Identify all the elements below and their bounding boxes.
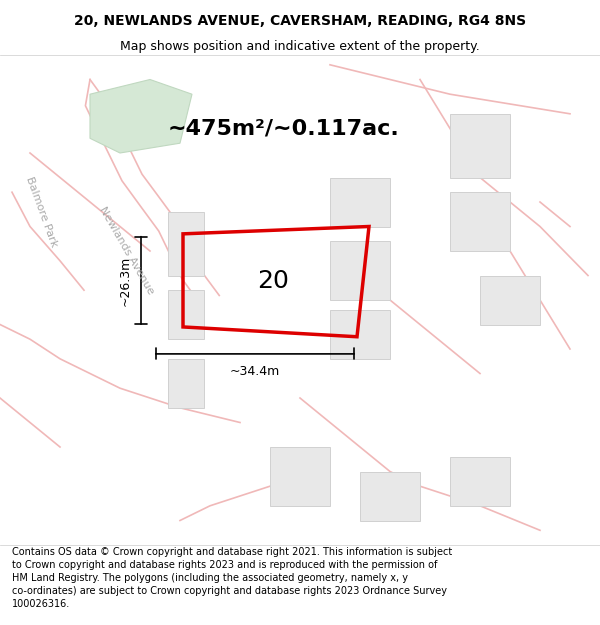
Text: ~34.4m: ~34.4m xyxy=(230,364,280,378)
Text: Contains OS data © Crown copyright and database right 2021. This information is : Contains OS data © Crown copyright and d… xyxy=(12,547,452,609)
Bar xyxy=(450,457,510,506)
Bar xyxy=(450,192,510,251)
Bar xyxy=(360,471,420,521)
Bar xyxy=(168,359,204,408)
Text: Balmore Park: Balmore Park xyxy=(25,175,59,248)
Text: Newlands Avenue: Newlands Avenue xyxy=(97,206,155,297)
Text: 20: 20 xyxy=(257,269,289,293)
Text: ~475m²/~0.117ac.: ~475m²/~0.117ac. xyxy=(168,119,400,139)
Text: ~26.3m: ~26.3m xyxy=(119,255,132,306)
Bar xyxy=(168,212,204,276)
Bar xyxy=(168,290,204,339)
Bar xyxy=(330,310,390,359)
Polygon shape xyxy=(90,79,192,153)
Bar xyxy=(330,177,390,226)
Text: 20, NEWLANDS AVENUE, CAVERSHAM, READING, RG4 8NS: 20, NEWLANDS AVENUE, CAVERSHAM, READING,… xyxy=(74,14,526,28)
Bar xyxy=(480,276,540,324)
Bar xyxy=(330,241,390,300)
Text: Map shows position and indicative extent of the property.: Map shows position and indicative extent… xyxy=(120,39,480,52)
Bar xyxy=(270,447,330,506)
Bar xyxy=(450,114,510,178)
